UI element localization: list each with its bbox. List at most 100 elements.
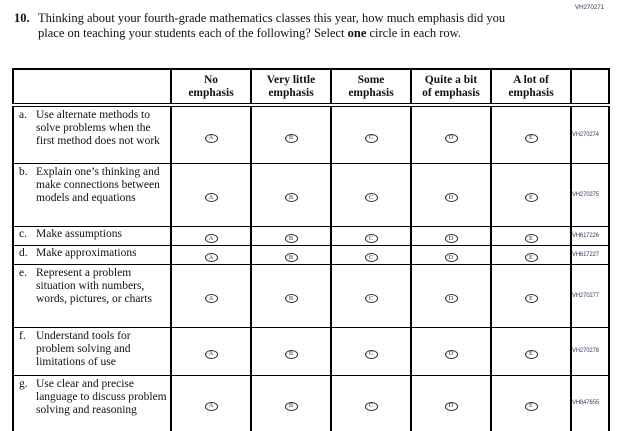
- variable-code: VH847655: [570, 374, 610, 431]
- answer-circle-a-lot[interactable]: E: [524, 294, 538, 304]
- option-cell: D: [410, 374, 492, 431]
- option-cell: A: [170, 225, 252, 246]
- item-letter: e.: [19, 266, 27, 279]
- item-label: Make approximations: [36, 246, 137, 259]
- answer-circle-some[interactable]: C: [364, 133, 378, 143]
- answer-circle-very-little[interactable]: B: [284, 402, 298, 411]
- option-cell: D: [410, 244, 492, 265]
- answer-circle-quite-a-bit[interactable]: D: [444, 253, 458, 263]
- item-cell: b. Explain one’s thinking and make conne…: [12, 162, 172, 227]
- question-bold-word: one: [347, 26, 367, 40]
- answer-circle-no-emphasis[interactable]: A: [204, 294, 218, 304]
- option-cell: B: [250, 104, 332, 164]
- answer-circle-a-lot[interactable]: E: [524, 253, 538, 263]
- option-cell: E: [490, 104, 572, 164]
- option-cell: C: [330, 374, 412, 431]
- option-cell: E: [490, 244, 572, 265]
- answer-circle-very-little[interactable]: B: [284, 294, 298, 304]
- answer-circle-quite-a-bit[interactable]: D: [444, 234, 458, 244]
- variable-code: VH270278: [570, 326, 610, 376]
- item-label: Represent a problem situation with numbe…: [36, 266, 152, 305]
- option-cell: B: [250, 374, 332, 431]
- question-text: Thinking about your fourth-grade mathema…: [38, 11, 520, 41]
- answer-circle-no-emphasis[interactable]: A: [204, 193, 218, 203]
- option-cell: B: [250, 162, 332, 227]
- option-cell: A: [170, 326, 252, 376]
- option-cell: B: [250, 263, 332, 328]
- option-cell: A: [170, 244, 252, 265]
- answer-circle-very-little[interactable]: B: [284, 253, 298, 263]
- variable-code: VH270274: [570, 104, 610, 164]
- answer-circle-very-little[interactable]: B: [284, 349, 298, 359]
- answer-circle-quite-a-bit[interactable]: D: [444, 294, 458, 304]
- option-cell: E: [490, 326, 572, 376]
- option-cell: E: [490, 263, 572, 328]
- answer-circle-no-emphasis[interactable]: A: [204, 349, 218, 359]
- answer-circle-no-emphasis[interactable]: A: [204, 133, 218, 143]
- answer-circle-some[interactable]: C: [364, 294, 378, 304]
- answer-circle-some[interactable]: C: [364, 349, 378, 359]
- option-cell: C: [330, 162, 412, 227]
- option-cell: B: [250, 225, 332, 246]
- answer-circle-quite-a-bit[interactable]: D: [444, 133, 458, 143]
- answer-circle-some[interactable]: C: [364, 253, 378, 263]
- item-label: Use clear and precise language to discus…: [36, 377, 167, 416]
- answer-circle-very-little[interactable]: B: [284, 234, 298, 244]
- row-label-header: [12, 68, 172, 107]
- table-row-e: e. Represent a problem situation with nu…: [12, 263, 610, 328]
- option-cell: D: [410, 326, 492, 376]
- table-row-f: f. Understand tools for problem solving …: [12, 326, 610, 376]
- answer-circle-some[interactable]: C: [364, 234, 378, 244]
- answer-circle-some[interactable]: C: [364, 193, 378, 203]
- answer-circle-some[interactable]: C: [364, 402, 378, 411]
- table-row-g: g. Use clear and precise language to dis…: [12, 374, 610, 431]
- option-cell: A: [170, 162, 252, 227]
- item-letter: a.: [19, 109, 27, 121]
- answer-circle-very-little[interactable]: B: [284, 133, 298, 143]
- option-cell: B: [250, 326, 332, 376]
- item-cell: f. Understand tools for problem solving …: [12, 326, 172, 376]
- option-cell: C: [330, 104, 412, 164]
- question-text-after: circle in each row.: [366, 26, 462, 40]
- item-letter: f.: [19, 329, 26, 342]
- column-header-quite-a-bit: Quite a bit of emphasis: [410, 68, 492, 107]
- item-cell: c. Make assumptions: [12, 225, 172, 246]
- answer-circle-a-lot[interactable]: E: [524, 349, 538, 359]
- option-cell: C: [330, 326, 412, 376]
- answer-circle-no-emphasis[interactable]: A: [204, 253, 218, 263]
- option-cell: B: [250, 244, 332, 265]
- variable-code: VH617227: [570, 244, 610, 265]
- answer-circle-a-lot[interactable]: E: [524, 402, 538, 411]
- column-header-some: Some emphasis: [330, 68, 412, 107]
- answer-circle-a-lot[interactable]: E: [524, 133, 538, 143]
- answer-circle-very-little[interactable]: B: [284, 193, 298, 203]
- option-cell: C: [330, 225, 412, 246]
- option-cell: D: [410, 225, 492, 246]
- item-label: Understand tools for problem solving and…: [36, 329, 131, 368]
- option-cell: D: [410, 263, 492, 328]
- answer-circle-quite-a-bit[interactable]: D: [444, 402, 458, 411]
- answer-circle-quite-a-bit[interactable]: D: [444, 193, 458, 203]
- question-block: 10. Thinking about your fourth-grade mat…: [14, 11, 534, 41]
- table-row-c: c. Make assumptions A B C D E VH617226: [12, 225, 610, 246]
- answer-circle-a-lot[interactable]: E: [524, 234, 538, 244]
- table-row-d: d. Make approximations A B C D E VH61722…: [12, 244, 610, 265]
- item-letter: b.: [19, 165, 28, 178]
- option-cell: E: [490, 374, 572, 431]
- option-cell: D: [410, 104, 492, 164]
- item-letter: d.: [19, 246, 28, 259]
- page-form-code: VH270271: [574, 4, 604, 11]
- table-row-b: b. Explain one’s thinking and make conne…: [12, 162, 610, 227]
- table-row-a: a. Use alternate methods to solve proble…: [12, 104, 610, 164]
- answer-circle-no-emphasis[interactable]: A: [204, 234, 218, 244]
- item-letter: g.: [19, 377, 28, 390]
- item-label: Explain one’s thinking and make connecti…: [36, 165, 160, 204]
- variable-code: VH617226: [570, 225, 610, 246]
- option-cell: A: [170, 263, 252, 328]
- item-letter: c.: [19, 227, 27, 240]
- option-cell: E: [490, 225, 572, 246]
- answer-circle-no-emphasis[interactable]: A: [204, 402, 218, 411]
- answer-circle-a-lot[interactable]: E: [524, 193, 538, 203]
- answer-circle-quite-a-bit[interactable]: D: [444, 349, 458, 359]
